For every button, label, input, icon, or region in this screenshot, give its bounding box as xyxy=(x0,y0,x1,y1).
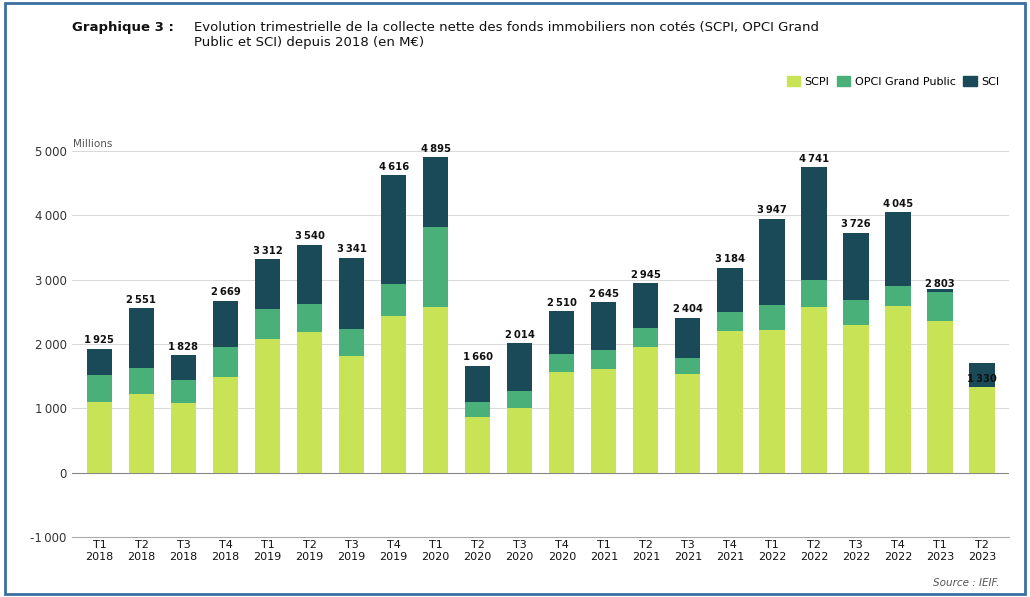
Bar xyxy=(297,245,322,304)
Legend: SCPI, OPCI Grand Public, SCI: SCPI, OPCI Grand Public, SCI xyxy=(782,72,1004,91)
Bar xyxy=(801,279,826,307)
Bar xyxy=(297,304,322,332)
Bar xyxy=(549,372,575,473)
Bar xyxy=(507,408,533,473)
Bar xyxy=(886,287,911,306)
Bar xyxy=(129,309,154,368)
Bar xyxy=(87,402,112,473)
Text: 3 947: 3 947 xyxy=(757,205,787,215)
Text: 2 645: 2 645 xyxy=(589,289,619,299)
Bar xyxy=(759,219,785,304)
Bar xyxy=(171,380,196,402)
Text: Source : IEIF.: Source : IEIF. xyxy=(933,578,999,588)
Bar xyxy=(213,301,238,347)
Bar xyxy=(844,300,868,325)
Bar xyxy=(381,316,406,473)
Bar xyxy=(213,377,238,473)
Bar xyxy=(969,364,995,368)
Bar xyxy=(927,321,953,473)
Text: 2 510: 2 510 xyxy=(547,297,577,307)
Bar xyxy=(213,347,238,377)
Bar xyxy=(339,257,365,328)
Bar xyxy=(129,393,154,473)
Text: 1 828: 1 828 xyxy=(169,341,199,352)
Bar xyxy=(171,355,196,380)
Bar xyxy=(717,331,743,473)
Text: 4 045: 4 045 xyxy=(883,199,913,209)
Text: 3 312: 3 312 xyxy=(252,246,282,256)
Bar xyxy=(171,402,196,473)
Bar xyxy=(466,402,490,417)
Bar xyxy=(339,328,365,356)
Bar xyxy=(633,347,658,473)
Text: 4 895: 4 895 xyxy=(420,144,451,154)
Bar xyxy=(87,375,112,402)
Text: 1 660: 1 660 xyxy=(462,352,492,362)
Bar xyxy=(129,368,154,393)
Text: 2 945: 2 945 xyxy=(631,270,661,279)
Bar xyxy=(801,167,826,279)
Bar xyxy=(549,354,575,372)
Text: 3 540: 3 540 xyxy=(295,231,324,241)
Bar xyxy=(886,212,911,287)
Text: Evolution trimestrielle de la collecte nette des fonds immobiliers non cotés (SC: Evolution trimestrielle de la collecte n… xyxy=(194,21,819,49)
Bar xyxy=(591,350,616,369)
Bar xyxy=(633,328,658,347)
Bar xyxy=(969,368,995,473)
Bar xyxy=(676,358,700,374)
Bar xyxy=(255,260,280,309)
Text: 2 404: 2 404 xyxy=(673,304,702,315)
Bar xyxy=(844,233,868,300)
Bar xyxy=(717,312,743,331)
Bar xyxy=(255,340,280,473)
Text: Graphique 3 :: Graphique 3 : xyxy=(72,21,178,34)
Bar xyxy=(844,325,868,473)
Bar xyxy=(339,356,365,473)
Bar xyxy=(969,364,995,387)
Text: 4 616: 4 616 xyxy=(378,162,409,172)
Bar xyxy=(886,306,911,473)
Bar xyxy=(591,369,616,473)
Bar xyxy=(717,267,743,312)
Text: 2 551: 2 551 xyxy=(127,295,157,305)
Text: 3 184: 3 184 xyxy=(715,254,745,264)
Bar xyxy=(549,311,575,354)
Text: 3 726: 3 726 xyxy=(842,219,870,229)
Text: Millions: Millions xyxy=(73,139,112,149)
Bar xyxy=(87,349,112,375)
Text: 4 741: 4 741 xyxy=(799,154,829,164)
Bar xyxy=(381,284,406,316)
Bar xyxy=(423,158,448,227)
Text: 1 330: 1 330 xyxy=(967,374,997,384)
Bar xyxy=(466,417,490,473)
Bar xyxy=(633,283,658,328)
Bar xyxy=(801,307,826,473)
Bar xyxy=(927,288,953,321)
Bar xyxy=(297,332,322,473)
Bar xyxy=(466,366,490,402)
Text: 2 014: 2 014 xyxy=(505,330,535,340)
Bar xyxy=(423,227,448,307)
Bar xyxy=(507,343,533,391)
Bar xyxy=(676,374,700,473)
Bar xyxy=(759,304,785,330)
Text: 3 341: 3 341 xyxy=(337,244,367,254)
Bar xyxy=(381,176,406,284)
Bar xyxy=(423,307,448,473)
Bar xyxy=(591,303,616,350)
Bar xyxy=(255,309,280,340)
Bar xyxy=(927,288,953,293)
Bar xyxy=(507,391,533,408)
Bar xyxy=(676,318,700,358)
Text: 2 669: 2 669 xyxy=(211,287,240,297)
Bar xyxy=(759,330,785,473)
Text: 2 803: 2 803 xyxy=(925,279,955,289)
Text: 1 925: 1 925 xyxy=(84,336,114,345)
